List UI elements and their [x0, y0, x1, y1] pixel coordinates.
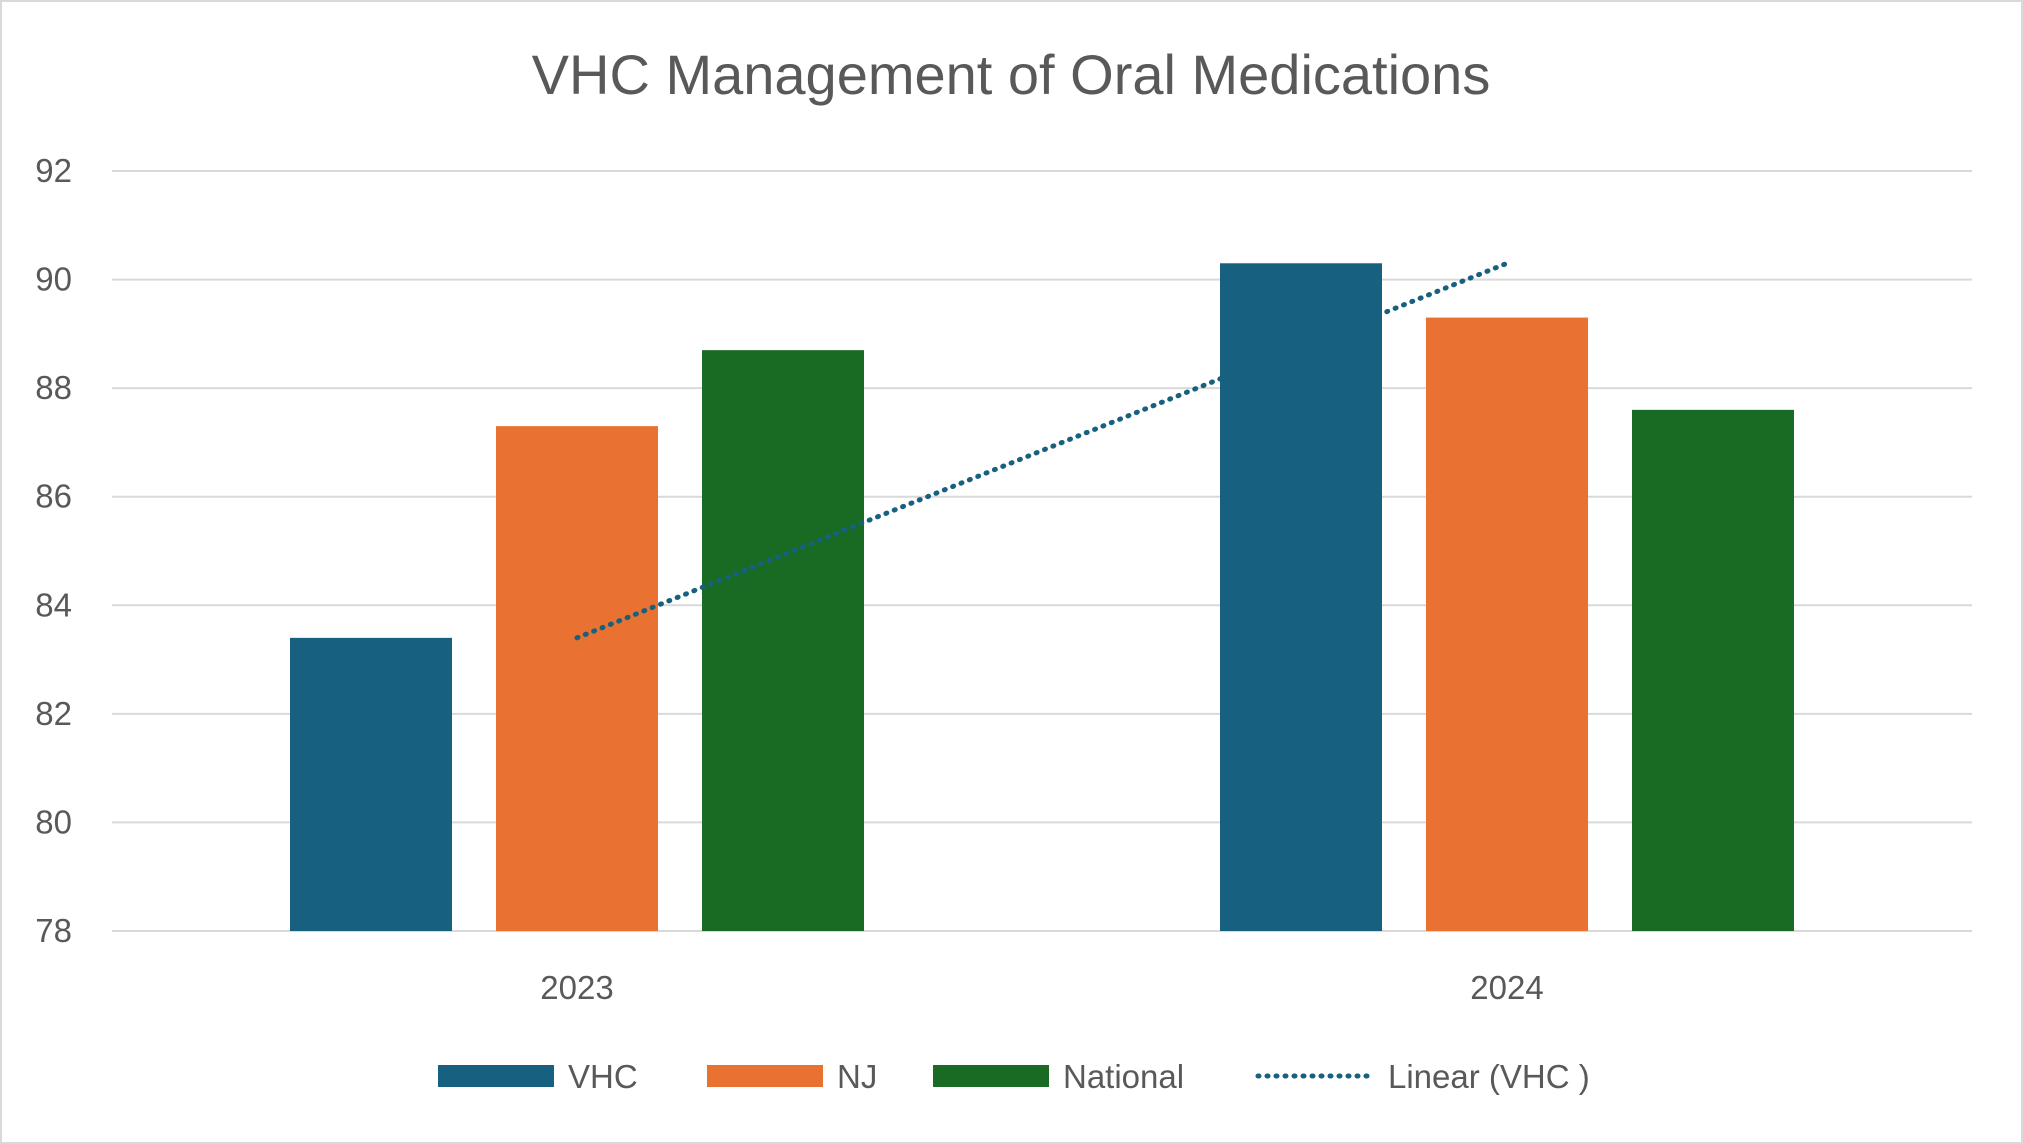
y-tick-label: 86: [35, 478, 72, 515]
x-axis-tick-labels: 2023 2024: [540, 969, 1543, 1006]
trendline: [574, 260, 1510, 641]
chart-title: VHC Management of Oral Medications: [532, 43, 1491, 106]
y-tick-label: 80: [35, 803, 72, 840]
trendline-vhc: [574, 260, 1510, 641]
legend-label: National: [1063, 1058, 1184, 1095]
bar-national-2024: [1632, 409, 1794, 931]
bar-nj-2023: [496, 426, 658, 931]
legend-label: VHC: [568, 1058, 638, 1095]
legend-swatch-nj: [707, 1065, 823, 1087]
legend-label: Linear (VHC ): [1388, 1058, 1590, 1095]
legend-swatch-vhc: [438, 1065, 554, 1087]
x-tick-label: 2024: [1470, 969, 1543, 1006]
y-axis-tick-labels: 78 80 82 84 86 88 90 92: [35, 152, 72, 949]
bar-vhc-2024: [1220, 263, 1382, 931]
bar-national-2023: [702, 350, 864, 932]
y-tick-label: 82: [35, 695, 72, 732]
y-tick-label: 84: [35, 586, 72, 623]
y-tick-label: 90: [35, 261, 72, 298]
y-tick-label: 92: [35, 152, 72, 189]
x-tick-label: 2023: [540, 969, 613, 1006]
bar-nj-2024: [1426, 317, 1588, 932]
y-tick-label: 78: [35, 912, 72, 949]
bars: [290, 263, 1794, 932]
y-tick-label: 88: [35, 369, 72, 406]
bar-vhc-2023: [290, 637, 452, 931]
legend: VHC NJ National Linear (VHC ): [438, 1058, 1590, 1095]
legend-swatch-national: [933, 1065, 1049, 1087]
legend-label: NJ: [837, 1058, 877, 1095]
